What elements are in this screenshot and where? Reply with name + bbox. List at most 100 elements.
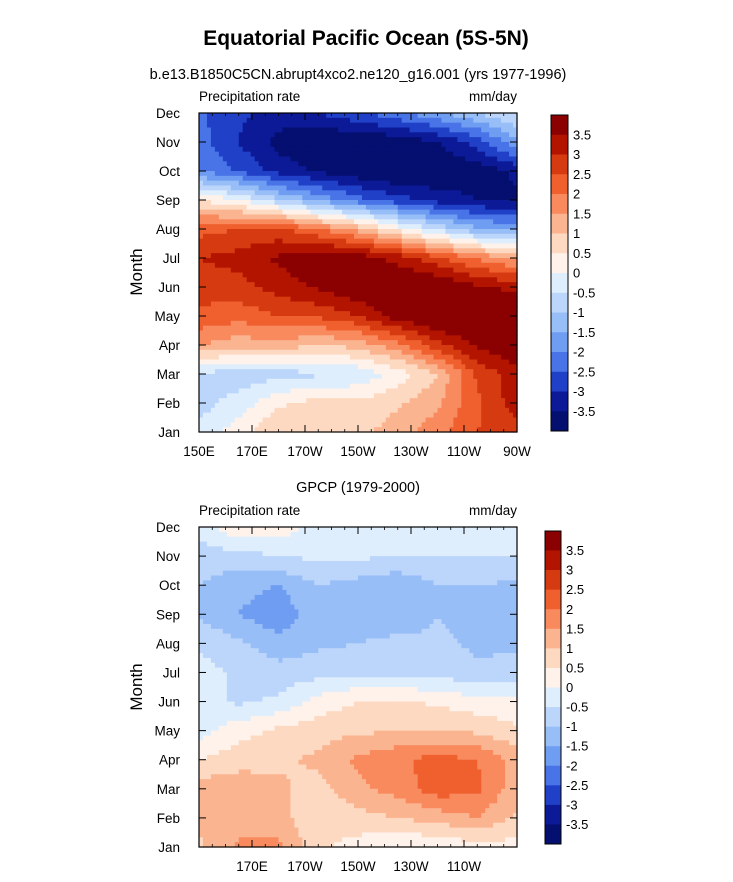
heatmap-cell — [242, 233, 248, 240]
heatmap-cell — [242, 200, 248, 206]
heatmap-cell — [314, 117, 319, 124]
heatmap-cell — [405, 378, 411, 385]
heatmap-cell — [278, 403, 284, 409]
heatmap-cell — [210, 180, 216, 187]
heatmap-cell — [202, 117, 208, 124]
heatmap-cell — [358, 301, 363, 307]
heatmap-cell — [270, 142, 276, 148]
heatmap-cell — [417, 277, 423, 283]
heatmap-cell — [326, 282, 331, 288]
heatmap-cell — [199, 398, 204, 404]
heatmap-cell — [477, 388, 482, 394]
heatmap-cell — [298, 388, 303, 394]
heatmap-cell — [350, 161, 355, 167]
heatmap-cell — [254, 345, 260, 351]
heatmap-cell — [254, 190, 260, 196]
heatmap-cell — [266, 378, 272, 385]
heatmap-cell — [457, 175, 462, 182]
heatmap-cell — [346, 407, 351, 414]
heatmap-cell — [338, 359, 343, 365]
heatmap-cell — [342, 171, 347, 177]
heatmap-cell — [389, 137, 395, 143]
heatmap-cell — [437, 359, 443, 365]
heatmap-cell — [286, 364, 292, 370]
heatmap-cell — [469, 113, 474, 119]
heatmap-cell — [354, 316, 359, 322]
heatmap-cell — [393, 233, 399, 240]
heatmap-cell — [318, 272, 323, 278]
heatmap-cell — [441, 267, 447, 274]
heatmap-cell — [389, 330, 395, 336]
heatmap-cell — [381, 185, 387, 191]
heatmap-cell — [361, 171, 367, 177]
heatmap-cell — [286, 267, 292, 274]
heatmap-cell — [421, 214, 427, 220]
heatmap-cell — [246, 224, 252, 230]
heatmap-cell — [445, 296, 451, 303]
heatmap-cell — [210, 398, 216, 404]
heatmap-cell — [385, 359, 391, 365]
heatmap-cell — [314, 330, 319, 336]
heatmap-cell — [409, 161, 415, 167]
heatmap-cell — [218, 354, 224, 361]
heatmap-cell — [381, 219, 387, 225]
heatmap-cell — [306, 369, 311, 375]
heatmap-cell — [218, 151, 224, 158]
heatmap-cell — [322, 388, 327, 394]
heatmap-cell — [214, 383, 220, 390]
heatmap-cell — [465, 238, 470, 245]
heatmap-cell — [497, 185, 502, 191]
heatmap-cell — [393, 330, 399, 336]
heatmap-cell — [302, 311, 307, 317]
heatmap-cell — [485, 146, 490, 153]
heatmap-cell — [477, 277, 482, 283]
heatmap-cell — [242, 301, 248, 307]
heatmap-cell — [294, 171, 299, 177]
heatmap-cell — [369, 330, 375, 336]
heatmap-cell — [505, 282, 510, 288]
heatmap-cell — [469, 127, 474, 133]
heatmap-cell — [250, 137, 256, 143]
heatmap-cell — [334, 146, 339, 153]
heatmap-cell — [206, 204, 212, 211]
heatmap-cell — [274, 287, 280, 293]
heatmap-cell — [302, 306, 307, 312]
heatmap-cell — [278, 320, 284, 327]
heatmap-cell — [389, 180, 395, 187]
heatmap-cell — [513, 301, 518, 307]
heatmap-cell — [342, 238, 347, 245]
heatmap-cell — [214, 311, 220, 317]
heatmap-cell — [230, 412, 236, 419]
heatmap-cell — [350, 378, 355, 385]
heatmap-cell — [310, 258, 315, 264]
heatmap-cell — [397, 369, 403, 375]
heatmap-cell — [381, 320, 387, 327]
heatmap-cell — [302, 296, 307, 303]
heatmap-cell — [473, 301, 478, 307]
heatmap-cell — [334, 374, 339, 380]
heatmap-cell — [218, 248, 224, 254]
heatmap-cell — [373, 127, 379, 133]
heatmap-cell — [493, 354, 498, 361]
heatmap-cell — [373, 122, 379, 129]
heatmap-cell — [369, 132, 375, 138]
heatmap-cell — [282, 282, 288, 288]
heatmap-cell — [493, 190, 498, 196]
heatmap-cell — [361, 204, 367, 211]
heatmap-cell — [210, 233, 216, 240]
heatmap-cell — [346, 345, 351, 351]
heatmap-cell — [234, 132, 240, 138]
heatmap-cell — [513, 393, 518, 399]
heatmap-cell — [314, 388, 319, 394]
heatmap-cell — [477, 369, 482, 375]
heatmap-cell — [302, 195, 307, 201]
heatmap-cell — [465, 243, 470, 249]
heatmap-cell — [222, 166, 228, 172]
heatmap-cell — [326, 122, 331, 129]
heatmap-cell — [350, 214, 355, 220]
heatmap-cell — [306, 335, 311, 341]
heatmap-cell — [294, 117, 299, 124]
heatmap-cell — [318, 122, 323, 129]
heatmap-cell — [238, 296, 244, 303]
heatmap-cell — [413, 325, 419, 332]
